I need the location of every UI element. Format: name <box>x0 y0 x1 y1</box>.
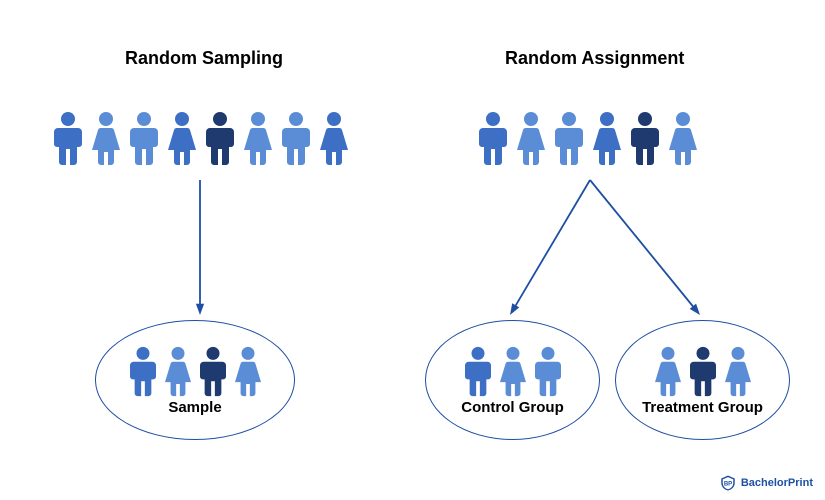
person-female-icon <box>721 345 755 397</box>
person-female-icon <box>513 110 549 166</box>
svg-text:BP: BP <box>724 481 732 487</box>
person-male-icon <box>50 110 86 166</box>
person-female-icon <box>164 110 200 166</box>
person-female-icon <box>589 110 625 166</box>
control-people <box>461 345 565 397</box>
sample-people <box>126 345 265 397</box>
person-female-icon <box>231 345 265 397</box>
sample-label: Sample <box>168 399 221 416</box>
treatment-group: Treatment Group <box>615 320 790 440</box>
person-female-icon <box>240 110 276 166</box>
control-group: Control Group <box>425 320 600 440</box>
person-female-icon <box>316 110 352 166</box>
treatment-label: Treatment Group <box>642 399 763 416</box>
logo-text: BachelorPrint <box>741 477 813 489</box>
person-female-icon <box>161 345 195 397</box>
person-female-icon <box>651 345 685 397</box>
control-label: Control Group <box>461 399 563 416</box>
person-female-icon <box>496 345 530 397</box>
person-male-icon <box>475 110 511 166</box>
sample-group: Sample <box>95 320 295 440</box>
person-male-icon <box>461 345 495 397</box>
person-male-icon <box>126 345 160 397</box>
treatment-people <box>651 345 755 397</box>
population-row-left <box>50 110 352 166</box>
title-random-assignment: Random Assignment <box>505 48 684 69</box>
arrow-sampling <box>190 170 210 325</box>
arrow-assign-treatment <box>580 170 710 325</box>
person-female-icon <box>88 110 124 166</box>
brand-logo: BP BachelorPrint <box>719 474 813 492</box>
logo-icon: BP <box>719 474 737 492</box>
person-male-icon <box>196 345 230 397</box>
person-male-icon <box>278 110 314 166</box>
person-male-icon <box>627 110 663 166</box>
person-male-icon <box>126 110 162 166</box>
population-row-right <box>475 110 701 166</box>
person-male-icon <box>531 345 565 397</box>
title-random-sampling: Random Sampling <box>125 48 283 69</box>
person-male-icon <box>551 110 587 166</box>
person-male-icon <box>686 345 720 397</box>
person-male-icon <box>202 110 238 166</box>
person-female-icon <box>665 110 701 166</box>
